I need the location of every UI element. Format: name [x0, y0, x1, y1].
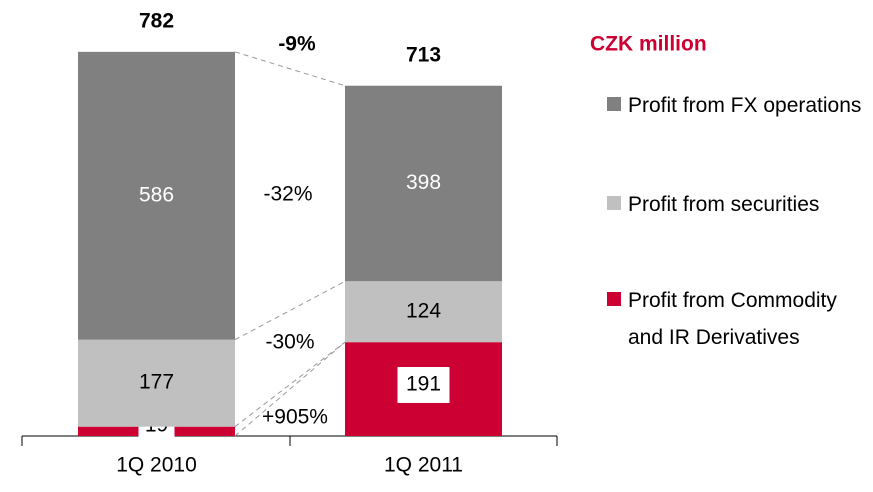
bar-segment: [345, 281, 502, 343]
unit-label: CZK million: [590, 33, 707, 56]
change-label: +905%: [262, 406, 328, 429]
total-label: 782: [139, 9, 174, 32]
legend-swatch: [607, 97, 621, 111]
legend-label: Profit from securities: [628, 193, 820, 216]
bar-segment: [345, 85, 502, 282]
x-tick-label: 1Q 2011: [384, 454, 463, 477]
connector: [234, 280, 346, 341]
data-label: 398: [406, 171, 441, 194]
data-label: 177: [139, 371, 174, 394]
legend-swatch: [607, 196, 621, 210]
label-box: [397, 367, 450, 403]
legend-swatch: [607, 292, 621, 306]
data-label: 124: [406, 299, 441, 322]
change-label: -32%: [263, 183, 312, 206]
connector: [234, 341, 346, 437]
legend-label: Profit from FX operations: [628, 94, 862, 117]
change-label: -30%: [265, 331, 314, 354]
bar-segment: [78, 51, 235, 340]
data-label: 586: [139, 183, 174, 206]
data-label: 191: [406, 373, 441, 396]
legend-label: Profit from Commodity and IR Derivatives: [628, 289, 837, 349]
change-label: -9%: [278, 33, 316, 56]
bar-segment: [78, 339, 235, 427]
x-tick-label: 1Q 2010: [116, 454, 197, 477]
total-label: 713: [406, 43, 441, 66]
connector: [234, 51, 346, 87]
